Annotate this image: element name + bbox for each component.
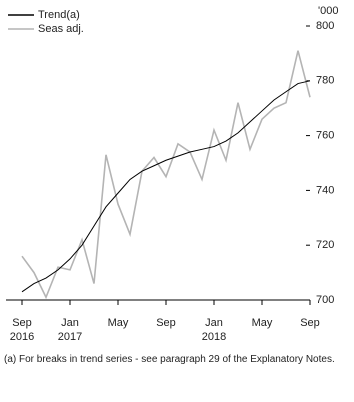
- y-tick-label: 740: [316, 184, 334, 196]
- y-tick-label: 760: [316, 130, 334, 142]
- x-tick-label: Jan 2017: [57, 317, 83, 343]
- x-tick-label: May: [251, 317, 273, 329]
- x-tick-label: May: [107, 317, 129, 329]
- x-tick-label: Sep: [156, 317, 176, 329]
- y-tick-label: 780: [316, 75, 334, 87]
- y-tick-label: 700: [316, 294, 334, 306]
- x-tick-label: Sep 2016: [9, 317, 35, 343]
- legend-label: Trend(a): [38, 9, 80, 21]
- y-tick-label: 720: [316, 239, 334, 251]
- footnote: (a) For breaks in trend series - see par…: [4, 354, 335, 365]
- series-line: [21, 80, 311, 293]
- x-tick-label: Jan 2018: [201, 317, 227, 343]
- legend-label: Seas adj.: [38, 23, 84, 35]
- x-tick-label: Sep: [300, 317, 320, 329]
- series-line: [21, 50, 311, 300]
- y-axis-unit: '000: [318, 5, 338, 17]
- y-tick-label: 800: [316, 20, 334, 32]
